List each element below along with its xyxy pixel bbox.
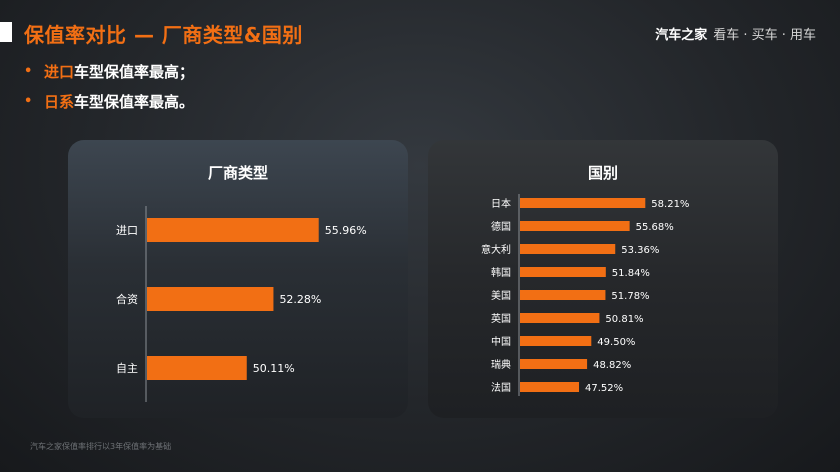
brand-slogan: 看车 · 买车 · 用车 [713,28,816,43]
brand-name: 汽车之家 [655,28,708,43]
bar [147,287,274,311]
bullet-highlight: 进口 [44,62,75,81]
category-label: 中国 [491,335,511,348]
data-label: 52.28% [279,293,321,306]
bar [520,313,600,323]
category-label: 自主 [116,362,138,375]
bullet-dot-icon: • [24,93,33,109]
bar [520,382,580,392]
data-label: 58.21% [651,199,689,210]
bullet-dot-icon: • [24,63,33,79]
category-label: 瑞典 [491,358,511,371]
data-label: 51.78% [611,291,649,302]
chart-panel-manufacturer-type: 厂商类型 进口 55.96% 合资 52.28% 自主 50.11% [68,140,408,418]
brand-logo: 汽车之家 看车 · 买车 · 用车 [655,24,816,43]
footnote: 汽车之家保值率排行以3年保值率为基础 [30,442,172,451]
bullet-text: 车型保值率最高； [74,62,195,81]
bar [520,267,606,277]
category-label: 韩国 [491,266,511,279]
bar [147,218,319,242]
data-label: 53.36% [621,245,659,256]
category-label: 进口 [116,224,138,237]
title-accent-bar [0,22,12,42]
category-label: 美国 [491,289,511,302]
data-label: 50.81% [605,314,643,325]
chart-title: 国别 [587,164,618,182]
bullet-list: • 进口 车型保值率最高； • 日系 车型保值率最高。 [24,56,194,116]
bullet-item: • 进口 车型保值率最高； [24,56,194,86]
chart-panel-country: 国别 日本 58.21% 德国 55.68% 意大利 53.36% 韩国 51.84% 美国 51… [428,140,778,418]
manufacturer-type-chart: 进口 55.96% 合资 52.28% 自主 50.11% [116,206,367,402]
bar [520,336,592,346]
page-title: 保值率对比 — 厂商类型&国别 [24,23,303,47]
bar [147,356,247,380]
category-label: 法国 [491,381,511,394]
bar [520,244,616,254]
data-label: 50.11% [253,362,295,375]
bar [520,290,606,300]
category-label: 英国 [491,312,511,325]
category-label: 合资 [116,292,138,306]
category-label: 德国 [491,220,511,233]
country-chart: 日本 58.21% 德国 55.68% 意大利 53.36% 韩国 51.84% 美国 51.78… [481,194,689,396]
bullet-highlight: 日系 [44,92,75,111]
category-label: 日本 [491,197,511,210]
data-label: 49.50% [597,337,635,348]
bullet-item: • 日系 车型保值率最高。 [24,86,194,116]
data-label: 55.96% [325,224,367,237]
chart-title: 厂商类型 [207,164,268,182]
bar [520,221,630,231]
bullet-text: 车型保值率最高。 [74,92,195,111]
data-label: 47.52% [585,383,623,394]
category-label: 意大利 [481,243,511,256]
data-label: 51.84% [612,268,650,279]
data-label: 48.82% [593,360,631,371]
bar [520,359,588,369]
data-label: 55.68% [636,222,674,233]
bar [520,198,646,208]
